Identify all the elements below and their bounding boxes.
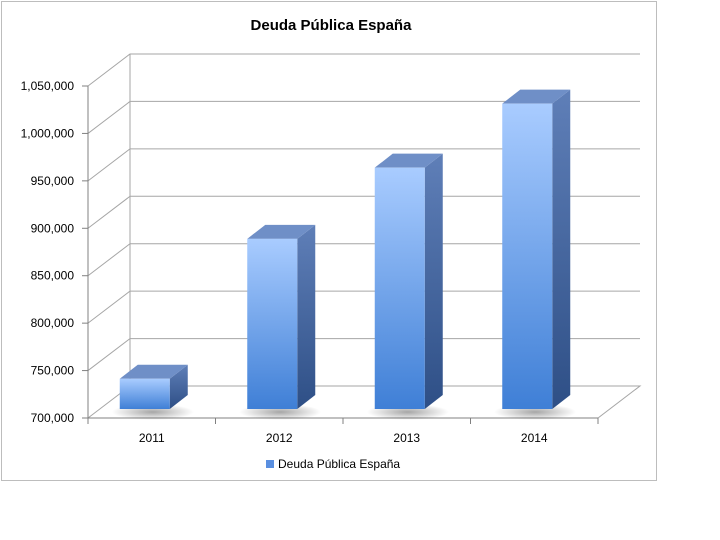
axis-layer: 700,000 750,000 800,000 850,000 900,000 950,0…	[21, 79, 599, 445]
legend: Deuda Pública España	[266, 457, 400, 471]
bar-front	[247, 238, 298, 409]
bar-top	[502, 89, 571, 104]
y-tick-label: 1,050,000	[21, 79, 75, 93]
chart-frame: Deuda Pública España 700,000 750,000 800,0…	[1, 1, 657, 481]
y-tick-label: 1,000,000	[21, 126, 75, 140]
bar-top	[374, 153, 443, 168]
legend-swatch	[266, 460, 274, 468]
gridline	[87, 100, 640, 134]
gridline	[87, 148, 640, 182]
bar	[111, 364, 194, 420]
bar-front	[374, 167, 425, 409]
bar-side	[297, 224, 316, 409]
bar-top	[247, 224, 316, 239]
bar	[366, 153, 449, 420]
legend-label: Deuda Pública España	[278, 457, 400, 471]
bar-front	[502, 103, 553, 409]
gridline	[87, 338, 640, 371]
x-tick-label: 2012	[266, 431, 293, 445]
y-tick-label: 900,000	[31, 221, 75, 235]
y-tick-label: 950,000	[31, 174, 75, 188]
y-tick-label: 800,000	[31, 316, 75, 330]
gridline	[87, 243, 640, 277]
bar	[239, 224, 322, 420]
bar-front	[119, 378, 170, 409]
gridline	[87, 53, 640, 87]
x-tick-label: 2013	[393, 431, 420, 445]
y-tick-label: 700,000	[31, 411, 75, 425]
bar-top	[119, 364, 188, 379]
bar	[494, 89, 577, 420]
bar-side	[552, 89, 571, 409]
chart-title: Deuda Pública España	[251, 17, 413, 34]
y-tick-label: 850,000	[31, 269, 75, 283]
bar-side	[424, 153, 443, 409]
bar-side	[169, 364, 188, 409]
bars-layer	[111, 89, 577, 420]
gridline	[87, 195, 640, 229]
x-tick-label: 2011	[139, 431, 165, 445]
grid-layer	[87, 53, 642, 419]
chart-svg: Deuda Pública España 700,000 750,000 800,0…	[21, 17, 642, 471]
y-tick-label: 750,000	[31, 364, 75, 378]
gridline	[87, 290, 640, 324]
x-tick-label: 2014	[521, 431, 548, 445]
